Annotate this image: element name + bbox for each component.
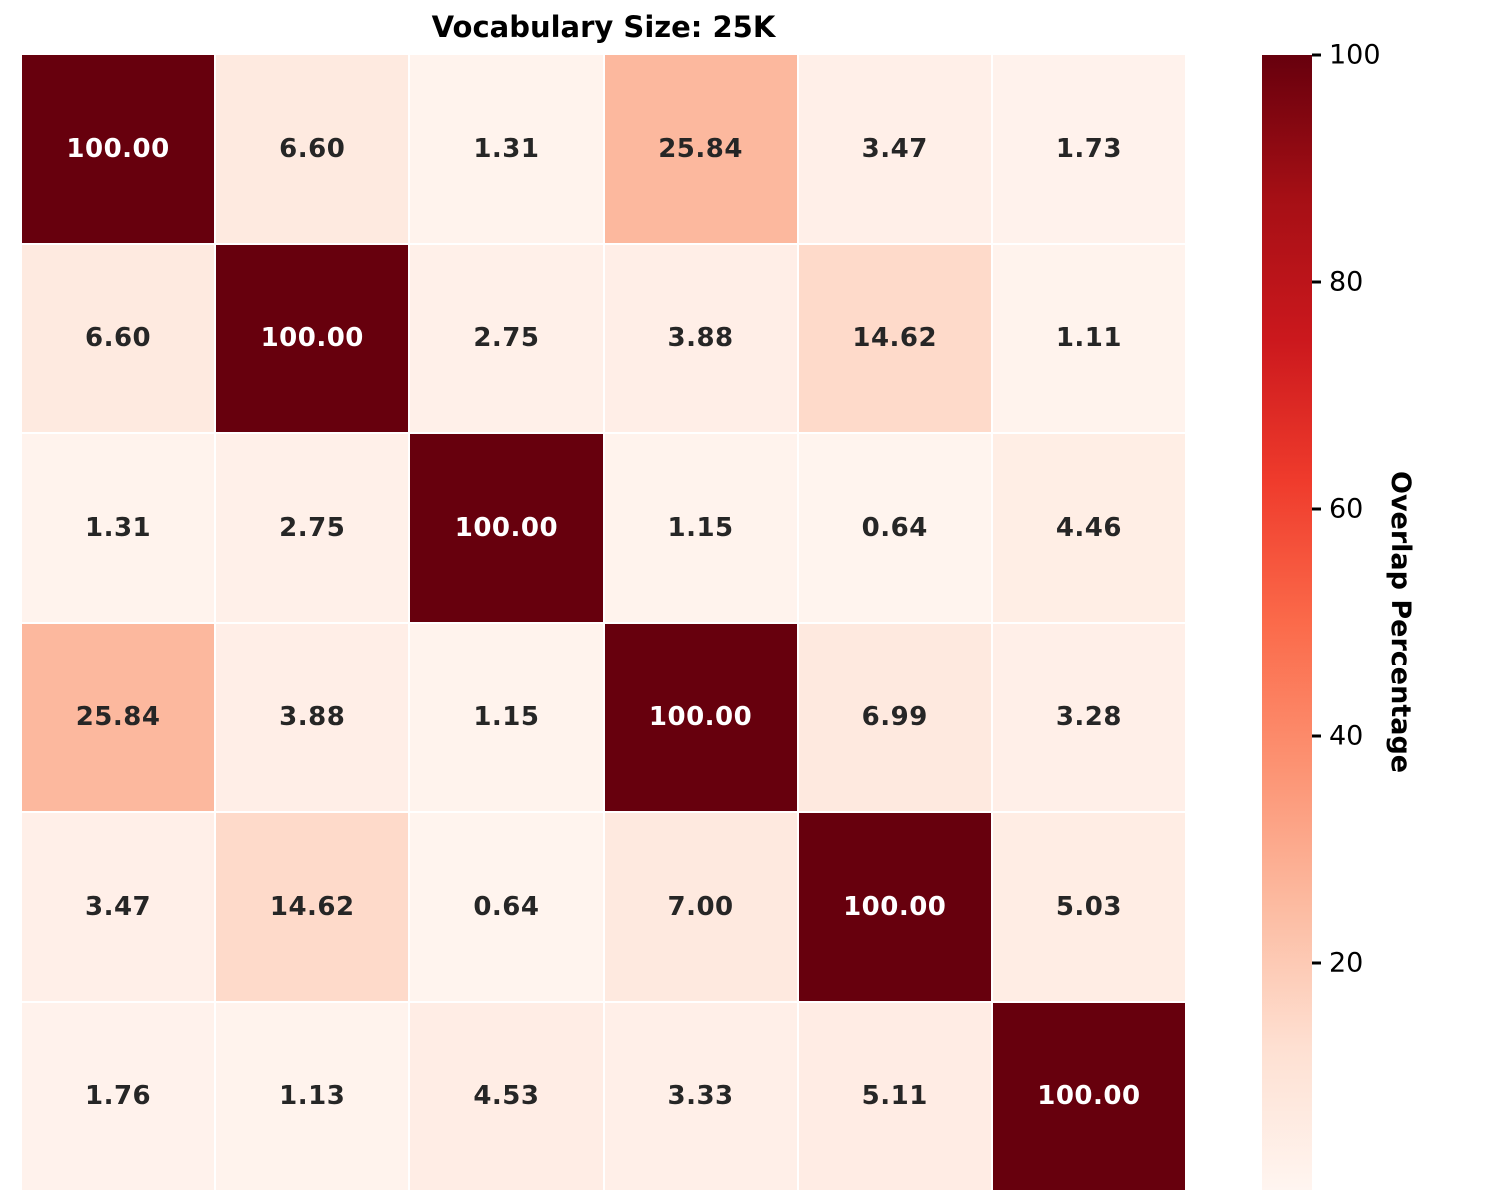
colorbar-tick-label: 60 (1329, 493, 1364, 525)
heatmap-cell: 100.00 (798, 813, 991, 1001)
heatmap-cell: 2.75 (410, 244, 603, 432)
colorbar-tick-mark (1312, 961, 1321, 965)
colorbar-tick-label: 100 (1329, 39, 1381, 71)
heatmap-cell: 3.28 (992, 623, 1185, 811)
heatmap-cell: 6.99 (798, 623, 991, 811)
colorbar-ticks: 100 80 60 40 20 (1312, 42, 1432, 1190)
heatmap-cell: 3.47 (22, 813, 215, 1001)
colorbar-tick-label: 40 (1329, 720, 1364, 752)
heatmap-cell: 1.31 (410, 55, 603, 243)
heatmap-cell: 7.00 (604, 813, 797, 1001)
colorbar-tick-label: 20 (1329, 947, 1364, 979)
heatmap-cell: 4.46 (992, 434, 1185, 622)
heatmap-cell: 6.60 (22, 244, 215, 432)
heatmap-cell: 100.00 (410, 434, 603, 622)
heatmap-cell: 1.76 (22, 1002, 215, 1190)
heatmap-cell: 25.84 (22, 623, 215, 811)
heatmap-cell: 3.33 (604, 1002, 797, 1190)
colorbar-gradient (1262, 55, 1312, 1190)
heatmap-grid: 100.00 6.60 1.31 25.84 3.47 1.73 6.60 100.00 2.7… (22, 55, 1185, 1190)
heatmap-cell: 4.53 (410, 1002, 603, 1190)
heatmap-cell: 0.64 (410, 813, 603, 1001)
colorbar-tick: 80 (1312, 269, 1363, 296)
heatmap-cell: 1.15 (604, 434, 797, 622)
heatmap-cell: 3.47 (798, 55, 991, 243)
colorbar: 100 80 60 40 20 (1262, 42, 1381, 1190)
colorbar-label: Overlap Percentage (1385, 471, 1416, 774)
heatmap-cell: 14.62 (216, 813, 409, 1001)
colorbar-tick: 40 (1312, 723, 1363, 750)
colorbar-tick: 100 (1312, 42, 1381, 69)
colorbar-tick: 20 (1312, 950, 1363, 977)
heatmap-cell: 1.11 (992, 244, 1185, 432)
heatmap-cell: 3.88 (216, 623, 409, 811)
heatmap-cell: 1.73 (992, 55, 1185, 243)
heatmap-cell: 1.15 (410, 623, 603, 811)
heatmap-cell: 3.88 (604, 244, 797, 432)
colorbar-tick-mark (1312, 734, 1321, 738)
chart-title: Vocabulary Size: 25K (431, 10, 776, 44)
colorbar-tick-mark (1312, 507, 1321, 511)
heatmap-cell: 14.62 (798, 244, 991, 432)
colorbar-tick-mark (1312, 280, 1321, 284)
heatmap-cell: 100.00 (22, 55, 215, 243)
colorbar-tick: 60 (1312, 496, 1363, 523)
heatmap-cell: 1.13 (216, 1002, 409, 1190)
heatmap-cell: 5.11 (798, 1002, 991, 1190)
heatmap-cell: 6.60 (216, 55, 409, 243)
colorbar-tick-mark (1312, 53, 1321, 57)
heatmap-cell: 100.00 (216, 244, 409, 432)
heatmap-cell: 2.75 (216, 434, 409, 622)
heatmap-cell: 100.00 (992, 1002, 1185, 1190)
heatmap-cell: 100.00 (604, 623, 797, 811)
colorbar-tick-label: 80 (1329, 266, 1364, 298)
heatmap-cell: 25.84 (604, 55, 797, 243)
heatmap-cell: 1.31 (22, 434, 215, 622)
heatmap-cell: 5.03 (992, 813, 1185, 1001)
heatmap-cell: 0.64 (798, 434, 991, 622)
